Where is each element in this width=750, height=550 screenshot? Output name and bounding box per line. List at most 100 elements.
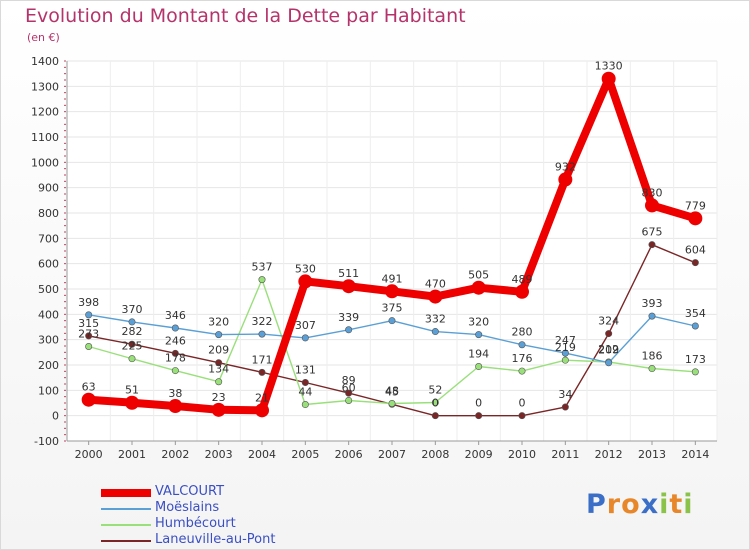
legend-label: Laneuville-au-Pont	[155, 532, 276, 547]
y-tick-label: 900	[38, 182, 59, 195]
data-point	[691, 322, 699, 330]
x-tick-label: 2009	[465, 448, 493, 461]
x-tick-label: 2001	[118, 448, 146, 461]
data-point	[85, 343, 93, 351]
y-tick-label: 200	[38, 359, 59, 372]
data-label: 398	[78, 296, 99, 309]
data-point	[345, 396, 353, 404]
data-point	[558, 172, 573, 187]
data-point	[128, 340, 136, 348]
data-point	[85, 311, 93, 319]
data-label: 171	[252, 353, 273, 366]
data-label: 530	[295, 262, 316, 275]
data-label: 354	[685, 307, 706, 320]
data-label: 537	[252, 261, 273, 274]
data-point	[515, 284, 529, 299]
data-point	[385, 284, 399, 299]
data-point	[648, 241, 656, 249]
data-point	[518, 412, 526, 420]
data-label: 489	[512, 273, 533, 286]
y-tick-label: 0	[52, 410, 59, 423]
data-label: 511	[338, 267, 359, 280]
data-point	[648, 365, 656, 373]
data-label: 21	[255, 391, 269, 404]
data-label: 209	[208, 344, 229, 357]
logo-letter: i	[659, 489, 670, 520]
data-point	[258, 368, 266, 376]
data-label: 247	[555, 334, 576, 347]
logo-letter: r	[606, 489, 622, 520]
data-point	[215, 331, 223, 339]
data-label: 178	[165, 352, 186, 365]
x-tick-label: 2010	[508, 448, 536, 461]
data-label: 212	[598, 343, 619, 356]
y-tick-label: 700	[38, 232, 59, 245]
data-label: 320	[208, 316, 229, 329]
data-point	[431, 398, 439, 406]
data-label: 830	[642, 186, 663, 199]
data-point	[475, 331, 483, 339]
data-label: 322	[252, 315, 273, 328]
data-point	[128, 355, 136, 363]
y-tick-label: 1300	[31, 80, 59, 93]
data-point	[518, 341, 526, 349]
x-tick-label: 2004	[248, 448, 276, 461]
data-point	[301, 401, 309, 409]
data-point	[388, 317, 396, 325]
data-point	[125, 395, 139, 410]
data-label: 675	[642, 226, 663, 239]
data-label: 44	[298, 386, 312, 399]
data-label: 280	[512, 326, 533, 339]
y-tick-label: 1000	[31, 156, 59, 169]
data-point	[605, 359, 613, 367]
data-point	[345, 389, 353, 397]
unit-label: (en €)	[27, 31, 60, 44]
y-tick-label: 500	[38, 283, 59, 296]
x-tick-label: 2006	[335, 448, 363, 461]
legend-swatch	[101, 489, 151, 497]
data-point	[691, 259, 699, 267]
data-label: 134	[208, 363, 229, 376]
data-point	[171, 324, 179, 332]
data-point	[341, 279, 356, 294]
data-point	[475, 412, 483, 420]
legend-swatch	[101, 540, 151, 542]
data-point	[258, 276, 266, 284]
data-point	[168, 399, 183, 414]
data-label: 23	[212, 391, 226, 404]
data-label: 307	[295, 319, 316, 332]
data-label: 505	[468, 269, 489, 282]
y-tick-label: 1100	[31, 131, 59, 144]
data-point	[211, 402, 226, 417]
data-label: 34	[558, 388, 572, 401]
data-point	[85, 332, 93, 340]
data-point	[431, 412, 439, 420]
data-label: 779	[685, 199, 706, 212]
data-point	[688, 211, 703, 226]
x-tick-label: 2003	[205, 448, 233, 461]
data-point	[215, 378, 223, 386]
proxiti-logo: Proxiti	[586, 489, 694, 520]
data-point	[561, 356, 569, 364]
data-point	[561, 349, 569, 357]
data-point	[605, 330, 613, 338]
y-tick-label: 1400	[31, 55, 59, 68]
data-label: 173	[685, 353, 706, 366]
data-point	[301, 334, 309, 342]
data-point	[645, 198, 659, 213]
data-label: 52	[428, 383, 442, 396]
data-point	[475, 363, 483, 371]
data-label: 370	[122, 303, 143, 316]
data-label: 209	[598, 344, 619, 357]
legend-swatch	[101, 524, 151, 526]
legend-swatch	[101, 508, 151, 510]
data-label: 89	[342, 374, 356, 387]
logo-letter: o	[621, 489, 641, 520]
data-label: 273	[78, 328, 99, 341]
y-tick-label: 300	[38, 334, 59, 347]
data-label: 0	[432, 397, 439, 410]
data-label: 186	[642, 350, 663, 363]
x-tick-label: 2014	[681, 448, 709, 461]
data-label: 1330	[595, 60, 623, 73]
data-point	[518, 367, 526, 375]
